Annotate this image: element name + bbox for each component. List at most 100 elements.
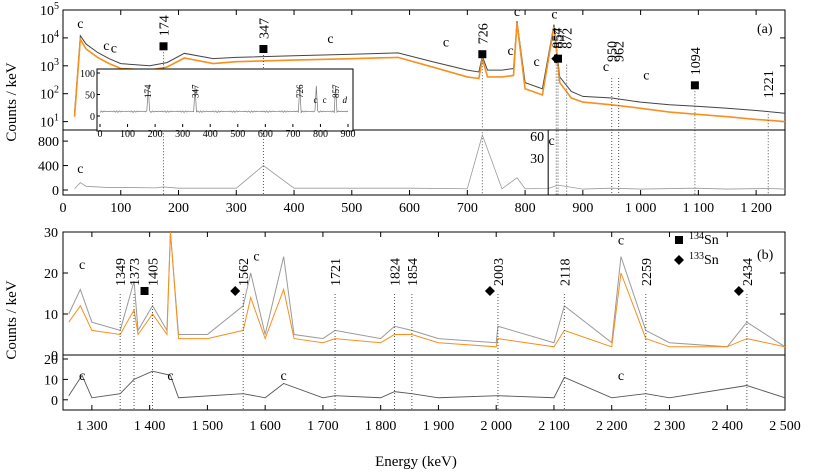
main-spectrum-line-gray: [68, 231, 786, 348]
peak-label-c: c: [514, 5, 520, 20]
legend-label-133: 133Sn: [689, 251, 719, 268]
square-marker-857: [554, 54, 563, 63]
peak-label-1824: 1824: [389, 258, 404, 286]
peak-label-174: 174: [158, 15, 173, 36]
inset-peak-label-c: c: [314, 95, 318, 105]
peak-label-c: c: [508, 44, 514, 59]
peak-label-872: 872: [561, 28, 576, 49]
x-tick-label: 1 100: [683, 201, 715, 216]
inset-peak-label-726: 726: [295, 84, 305, 98]
lower-right-tick-60: 60: [530, 130, 544, 145]
x-tick-label: 1 800: [365, 419, 397, 434]
y-tick-label: 30: [44, 226, 58, 241]
panel-a-ylabel: Counts / keV: [4, 62, 20, 141]
inset-x-tick-label: 200: [148, 129, 163, 140]
peak-label-1221: 1221: [762, 70, 777, 98]
x-tick-label: 300: [226, 201, 247, 216]
lower-peak-label-c: c: [281, 369, 287, 384]
inset-x-tick-label: 800: [313, 129, 328, 140]
x-tick-label: 1 500: [192, 419, 224, 434]
peak-label-c: c: [111, 42, 117, 57]
x-tick-label: 2 400: [711, 419, 743, 434]
diamond-marker-1562: [230, 286, 241, 296]
x-tick-label: 2 300: [654, 419, 686, 434]
peak-label-1094: 1094: [689, 47, 704, 75]
lower-peak-label-c: c: [79, 369, 85, 384]
x-tick-label: 500: [341, 201, 362, 216]
peak-label-c: c: [443, 35, 449, 50]
diamond-marker-2003: [484, 286, 495, 296]
inset-x-tick-label: 900: [341, 129, 356, 140]
lower-peak-label-c: c: [618, 369, 624, 384]
lower-spectrum-line: [74, 133, 786, 190]
lower-right-tick-30: 30: [530, 152, 544, 167]
peak-label-c: c: [327, 32, 333, 47]
square-marker-347: [259, 45, 268, 54]
square-marker-726: [478, 50, 487, 59]
lower-y-tick-label: 0: [52, 184, 59, 199]
main-spectrum-line-orange: [68, 231, 786, 348]
x-tick-label: 1 400: [134, 419, 166, 434]
square-marker-174: [159, 42, 168, 51]
panel-a-label: (a): [757, 22, 773, 37]
panel-a-frame: [62, 9, 786, 196]
inset-y-tick-label: 0: [90, 112, 95, 123]
inset-x-tick-label: 100: [120, 129, 135, 140]
peak-label-1373: 1373: [128, 258, 143, 286]
x-tick-label: 800: [515, 201, 536, 216]
inset-peak-label-347: 347: [191, 84, 201, 98]
peak-label-726: 726: [476, 23, 491, 44]
peak-label-c: c: [534, 55, 540, 70]
legend-label-134: 134Sn: [689, 231, 719, 248]
peak-label-1721: 1721: [329, 258, 344, 286]
lower-y-tick-label: 10: [44, 373, 58, 388]
peak-label-2003: 2003: [492, 258, 507, 286]
peak-label-2259: 2259: [640, 258, 655, 286]
lower-peak-label-c: c: [549, 134, 555, 149]
legend-diamond-marker: [674, 255, 684, 265]
peak-label-c: c: [603, 60, 609, 75]
x-tick-label: 2 000: [480, 419, 512, 434]
square-marker-1094: [690, 81, 699, 90]
x-tick-label: 2 200: [596, 419, 628, 434]
legend-square-marker: [675, 236, 683, 244]
peak-label-c: c: [79, 258, 85, 273]
x-tick-label: 200: [168, 201, 189, 216]
lower-peak-label-c: c: [167, 369, 173, 384]
inset-x-tick-label: 500: [230, 129, 245, 140]
inset-x-tick-label: 400: [203, 129, 218, 140]
lower-y-tick-label: 400: [38, 160, 59, 175]
inset-peak-label-d: d: [342, 95, 347, 105]
peak-label-c: c: [643, 68, 649, 83]
square-marker-1405: [140, 287, 149, 295]
peak-label-2434: 2434: [741, 258, 756, 286]
peak-label-1562: 1562: [237, 258, 252, 286]
x-tick-label: 0: [60, 201, 67, 216]
panel-b-ylabel: Counts / keV: [4, 280, 20, 359]
lower-peak-label-c: c: [77, 162, 83, 177]
y-tick-label: 102: [40, 85, 59, 103]
peak-label-2118: 2118: [558, 259, 573, 286]
peak-label-854: 854: [550, 28, 565, 49]
y-tick-label: 0: [51, 349, 58, 364]
lower-y-tick-label: 800: [38, 135, 59, 150]
x-tick-label: 1 000: [625, 201, 657, 216]
peak-label-c: c: [253, 250, 259, 265]
peak-label-857: 857: [552, 28, 567, 49]
inset-peak-label-174: 174: [143, 84, 153, 98]
peak-label-950: 950: [606, 41, 621, 62]
peak-label-347: 347: [257, 18, 272, 39]
inset-x-tick-label: 700: [285, 129, 300, 140]
y-tick-label: 10: [44, 308, 58, 323]
x-tick-label: 900: [572, 201, 593, 216]
inset-x-tick-label: 600: [258, 129, 273, 140]
peak-label-c: c: [551, 8, 557, 23]
y-tick-label: 105: [40, 1, 59, 19]
x-tick-label: 2 500: [769, 419, 801, 434]
peak-label-c: c: [77, 17, 83, 32]
x-tick-label: 1 600: [249, 419, 281, 434]
x-tick-label: 700: [457, 201, 478, 216]
x-axis-label: Energy (keV): [375, 454, 457, 470]
